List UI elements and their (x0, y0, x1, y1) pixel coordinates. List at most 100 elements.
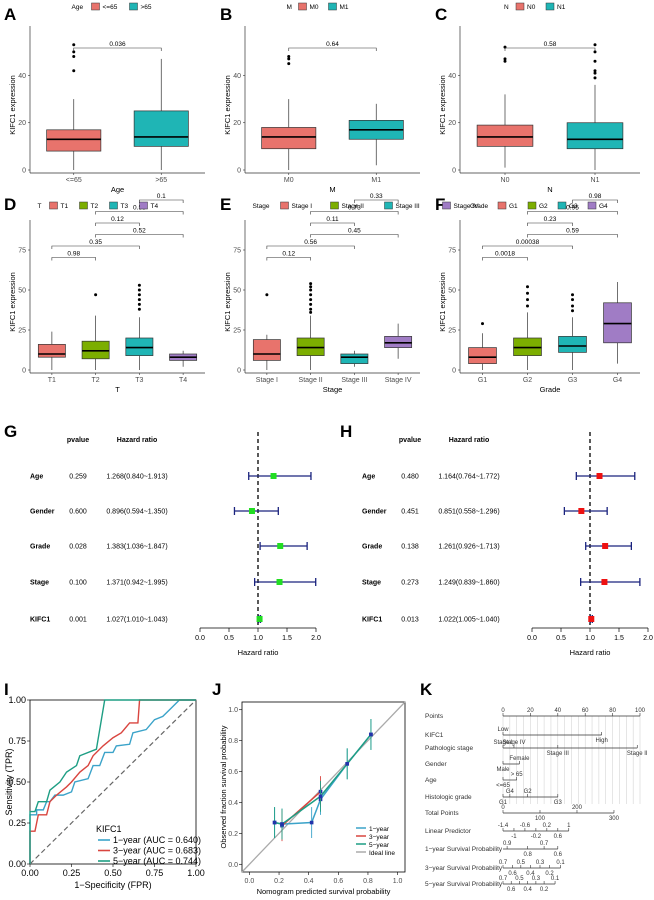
outlier-point (72, 69, 76, 73)
row-tick-label: 0.1 (556, 860, 565, 866)
row-tick-label: G1 (499, 800, 508, 806)
outlier-point (503, 59, 507, 63)
row-tick-label: 0.2 (540, 887, 549, 893)
row-tick-label: 0 (501, 805, 505, 811)
calibration-chart: 0.0 0.2 0.4 0.6 0.8 1.00.00.20.40.60.81.0Nomo… (219, 701, 406, 896)
row-hr-text: 1.022(1.005~1.040) (438, 617, 499, 624)
row-label: Age (30, 474, 43, 481)
x-tick-label: 0.5 (224, 635, 234, 642)
row-label: 1−year Survival Probability (425, 846, 503, 853)
x-tick-label: Stage IV (385, 377, 412, 384)
outlier-point (309, 302, 313, 306)
box-G3 (558, 336, 587, 353)
legend-swatch (527, 201, 537, 210)
x-tick-label: 1.0 (253, 635, 263, 642)
pvalue-bracket (51, 245, 140, 249)
row-label: Age (425, 777, 437, 784)
legend-label: G2 (539, 203, 548, 210)
legend-swatch (328, 2, 337, 11)
outlier-point (309, 285, 313, 289)
row-tick-label: -1.4 (498, 823, 509, 829)
outlier-point (265, 293, 269, 297)
x-tick-label: 2.0 (311, 635, 321, 642)
legend-label: Stage III (396, 203, 420, 210)
row-hr-text: 1.383(1.036~1.847) (106, 544, 167, 551)
x-tick-label: 0.0 (195, 635, 205, 642)
pvalue-label: 0.98 (589, 193, 602, 200)
pvalue-label: 0.58 (544, 41, 557, 48)
x-tick-label: G2 (523, 377, 532, 384)
row-tick-label: High (595, 738, 607, 744)
y-tick-label: 0 (237, 168, 241, 175)
forest-H: pvalue Hazard ratio Age 0.480 1.164(0.764~1.… (362, 432, 653, 657)
calibration-line (274, 733, 372, 825)
row-tick-label: 0.2 (545, 871, 554, 877)
pvalue-label: 0.45 (348, 228, 361, 235)
x-axis-label: Grade (540, 385, 561, 394)
legend-label: >65 (141, 4, 152, 11)
calibration-point (345, 762, 350, 766)
row-tick-label: -0.2 (531, 834, 542, 840)
box-Stage I (252, 339, 281, 361)
y-tick-label: 75 (18, 248, 26, 255)
row-label: Pathologic stage (425, 745, 473, 752)
row-pvalue: 0.138 (401, 544, 419, 551)
chance-line (29, 699, 197, 865)
outlier-point (137, 288, 141, 292)
row-tick-label: 0.7 (499, 860, 508, 866)
row-label: Points (425, 713, 444, 720)
row-tick-label: 0.6 (508, 871, 517, 877)
pvalue-label: 0.23 (544, 216, 557, 223)
pvalue-label: 0.35 (89, 239, 102, 246)
outlier-point (72, 43, 76, 47)
row-hr-text: 1.371(0.942~1.995) (106, 580, 167, 587)
x-tick-label: T2 (92, 377, 100, 384)
outlier-point (571, 293, 574, 297)
x-tick-label: 1.0 (393, 878, 403, 885)
outlier-point (309, 310, 313, 314)
nomogram: Points 0 20 40 60 80 100 KIFC1 Low High Pathologic… (425, 708, 648, 893)
y-tick-label: 0.2 (228, 831, 238, 838)
x-tick-label: 1.0 (585, 635, 595, 642)
row-pvalue: 0.028 (69, 544, 87, 551)
pvalue-bracket (310, 234, 399, 238)
outlier-point (137, 302, 141, 306)
row-tick-label: 0.4 (523, 887, 532, 893)
x-tick-label: 0.50 (104, 868, 122, 878)
row-tick-label: 0.7 (540, 841, 549, 847)
legend-swatch (298, 2, 307, 11)
box-T3 (125, 337, 154, 356)
pvalue-bracket (95, 222, 140, 226)
hr-marker (277, 543, 284, 549)
row-hr-text: 1.164(0.764~1.772) (438, 474, 499, 481)
y-axis-label: KIFC1 expression (8, 75, 17, 135)
roc-line (29, 699, 196, 864)
legend-swatch (515, 2, 525, 11)
x-tick-label: M1 (371, 177, 381, 184)
y-tick-label: 0.4 (228, 800, 238, 807)
row-pvalue: 0.259 (69, 474, 87, 481)
outlier-point (309, 288, 313, 292)
row-pvalue: 0.451 (401, 509, 419, 516)
row-hr-text: 0.896(0.594~1.350) (106, 509, 167, 516)
boxplot-F: 0 25 50 75 KIFC1 expression G1 G2 G3 G4 Grade 0.00… (438, 193, 640, 394)
pvalue-bracket (266, 245, 355, 249)
y-tick-label: 75 (448, 248, 456, 255)
panel-label-A: A (4, 5, 16, 24)
row-hr-text: 0.851(0.558~1.296) (438, 509, 499, 516)
legend-label: 3−year (369, 834, 390, 841)
legend-label: G1 (509, 203, 518, 210)
row-pvalue: 0.600 (69, 509, 87, 516)
outlier-point (593, 59, 597, 63)
x-tick-label: 1.5 (614, 635, 624, 642)
row-tick-label: G4 (506, 789, 515, 795)
pvalue-bracket (51, 257, 96, 261)
row-tick-label: 0.5 (515, 876, 524, 882)
outlier-point (94, 293, 98, 297)
row-tick-label: -1 (511, 834, 517, 840)
row-tick-label: 80 (609, 708, 616, 714)
legend-swatch (384, 201, 393, 210)
y-axis-label: KIFC1 expression (8, 272, 17, 332)
panel-label-J: J (212, 680, 221, 699)
